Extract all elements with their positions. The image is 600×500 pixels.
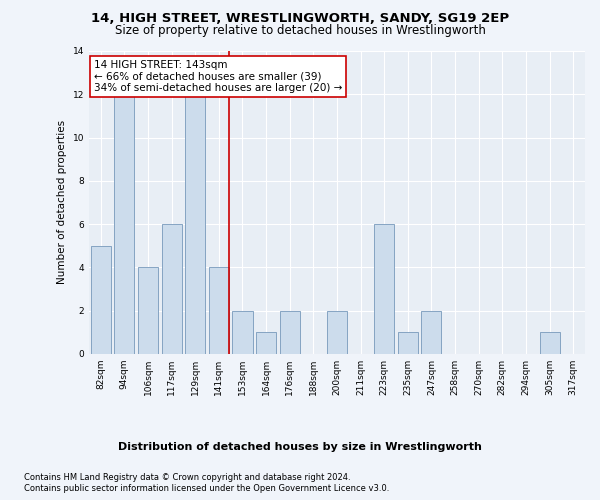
Text: Distribution of detached houses by size in Wrestlingworth: Distribution of detached houses by size … — [118, 442, 482, 452]
Bar — [256, 332, 276, 354]
Bar — [209, 268, 229, 354]
Bar — [421, 310, 442, 354]
Bar — [327, 310, 347, 354]
Bar — [539, 332, 560, 354]
Bar — [115, 94, 134, 354]
Text: Size of property relative to detached houses in Wrestlingworth: Size of property relative to detached ho… — [115, 24, 485, 37]
Y-axis label: Number of detached properties: Number of detached properties — [57, 120, 67, 284]
Text: Contains HM Land Registry data © Crown copyright and database right 2024.: Contains HM Land Registry data © Crown c… — [24, 472, 350, 482]
Bar — [161, 224, 182, 354]
Bar — [138, 268, 158, 354]
Bar — [374, 224, 394, 354]
Text: Contains public sector information licensed under the Open Government Licence v3: Contains public sector information licen… — [24, 484, 389, 493]
Bar — [232, 310, 253, 354]
Bar — [91, 246, 111, 354]
Text: 14, HIGH STREET, WRESTLINGWORTH, SANDY, SG19 2EP: 14, HIGH STREET, WRESTLINGWORTH, SANDY, … — [91, 12, 509, 26]
Bar — [398, 332, 418, 354]
Bar — [185, 94, 205, 354]
Bar — [280, 310, 300, 354]
Text: 14 HIGH STREET: 143sqm
← 66% of detached houses are smaller (39)
34% of semi-det: 14 HIGH STREET: 143sqm ← 66% of detached… — [94, 60, 342, 94]
